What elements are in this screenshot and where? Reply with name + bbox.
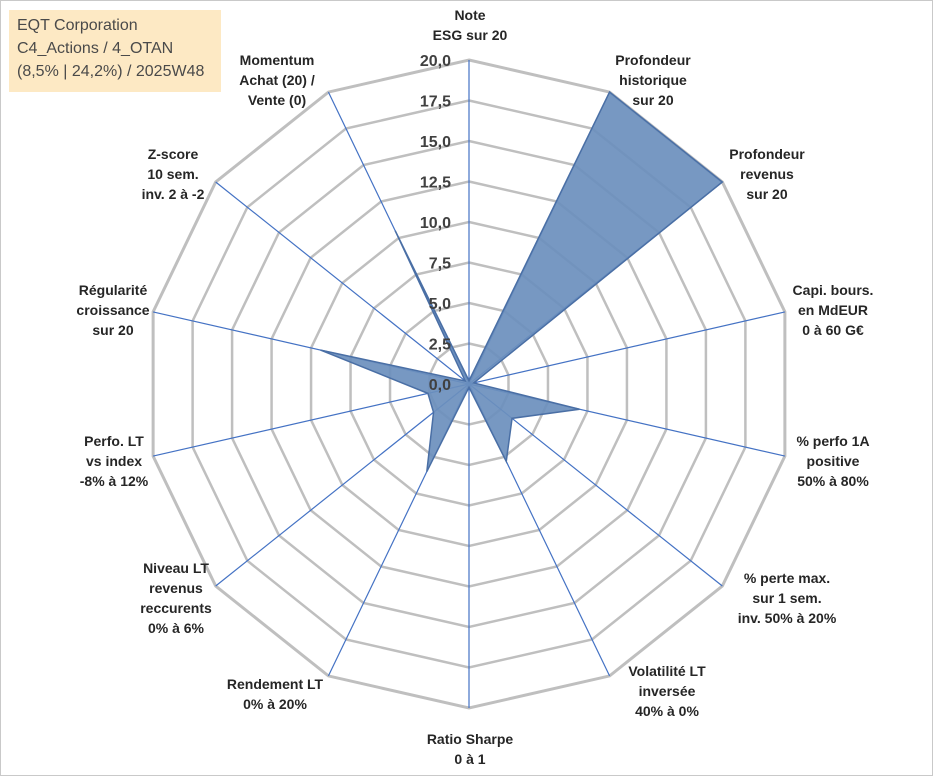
tick-label: 17,5 — [420, 94, 451, 111]
axis-spoke — [152, 383, 470, 457]
tick-label: 10,0 — [420, 215, 451, 232]
axis-label: Volatilité LT inversée 40% à 0% — [628, 663, 706, 719]
axis-label: Régularité croissance sur 20 — [76, 282, 149, 338]
axis-label: Z-score 10 sem. inv. 2 à -2 — [142, 146, 205, 202]
title-line-stats: (8,5% | 24,2%) / 2025W48 — [17, 63, 205, 80]
axis-label: Profondeur revenus sur 20 — [729, 146, 805, 202]
tick-label: 20,0 — [420, 53, 451, 70]
axis-spoke — [215, 181, 470, 385]
radial-tick-labels: 0,0 2,5 5,0 7,5 10,0 12,5 15,0 17,5 20,0 — [420, 53, 451, 394]
tick-label: 0,0 — [429, 377, 451, 394]
axis-label: Profondeur historique sur 20 — [615, 52, 691, 108]
tick-label: 5,0 — [429, 296, 451, 313]
tick-label: 15,0 — [420, 134, 451, 151]
axis-label: Ratio Sharpe 0 à 1 — [427, 731, 514, 767]
axis-label: Momentum Achat (20) / Vente (0) — [239, 52, 315, 108]
axis-label: % perte max. sur 1 sem. inv. 50% à 20% — [738, 570, 837, 626]
axis-label: Note ESG sur 20 — [433, 7, 508, 43]
axis-label: Perfo. LT vs index -8% à 12% — [80, 433, 149, 489]
radar-series — [320, 90, 724, 472]
title-line-category: C4_Actions / 4_OTAN — [17, 40, 174, 57]
axis-spoke — [215, 383, 470, 587]
tick-label: 12,5 — [420, 175, 451, 192]
axis-label: % perfo 1A positive 50% à 80% — [796, 433, 869, 489]
axis-spoke — [468, 311, 786, 385]
title-line-company: EQT Corporation — [17, 17, 138, 34]
axis-label: Rendement LT 0% à 20% — [227, 676, 324, 712]
axis-labels: Note ESG sur 20 Profondeur historique sur 20… — [76, 7, 873, 767]
tick-label: 2,5 — [429, 337, 451, 354]
axis-label: Niveau LT revenus reccurents 0% à 6% — [140, 560, 212, 636]
tick-label: 7,5 — [429, 256, 451, 273]
title-box: EQT Corporation C4_Actions / 4_OTAN (8,5… — [9, 10, 221, 92]
series-area — [320, 90, 724, 472]
axis-label: Capi. bours. en MdEUR 0 à 60 G€ — [793, 282, 874, 338]
